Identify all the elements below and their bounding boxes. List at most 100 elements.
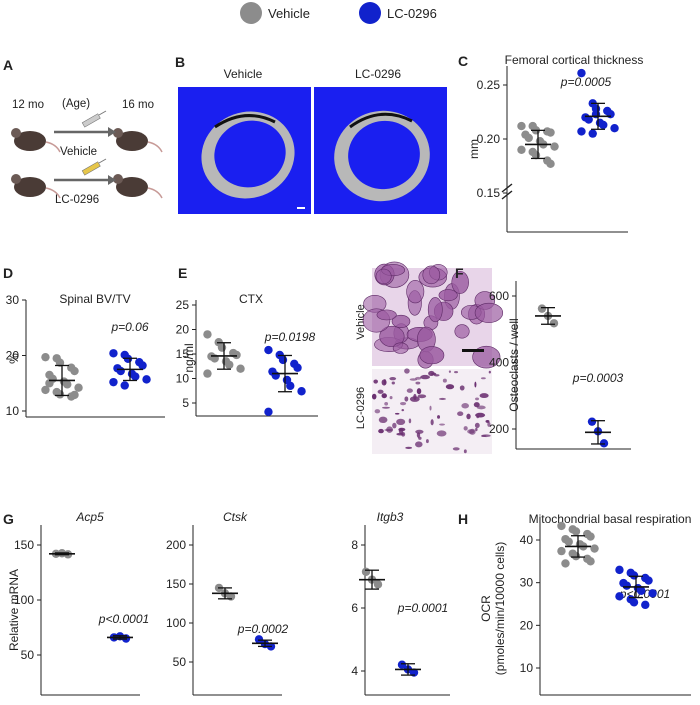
osteoclast-cell [404,368,410,374]
panel-letter: D [3,265,13,281]
data-point [293,363,302,372]
data-point [264,407,273,417]
osteoclast-cell [488,370,491,374]
chart-panel-g3: 4 6 8 Itgb3 p=0.0001 [351,510,450,696]
data-point [278,355,288,365]
data-point [622,581,631,590]
osteoclast-cell [474,302,504,323]
data-point [131,372,140,381]
data-point [74,383,83,392]
osteoclast-cell [374,409,381,414]
data-point [361,567,371,576]
legend-treated-marker [359,2,381,24]
osteoclast-cell [378,416,388,424]
microct-image-treated [314,87,447,214]
osteoclast-cell [438,289,458,302]
data-point [644,576,653,585]
p-value-label: p<0.0001 [98,612,149,626]
osteoclast-cell [436,430,447,437]
y-tick-label: 30 [6,293,20,307]
y-tick-label: 15 [176,347,190,361]
chart-title: Femoral cortical thickness [505,53,644,67]
osteoclast-cell [415,441,423,448]
data-point [41,385,50,395]
y-tick-label: 0.25 [477,78,501,92]
osteoclast-cell [381,406,391,409]
osteoclast-cell [419,346,445,365]
osteoclast-cell [389,377,397,381]
osteoclast-cell [405,446,413,450]
age-start-label: 12 mo [12,99,44,111]
axis-break-mark [501,183,513,193]
osteoclast-cell [479,393,489,399]
data-point [297,387,306,396]
data-point [629,598,639,607]
data-point [546,159,555,169]
osteoclast-cell [375,268,392,285]
data-point [641,600,650,610]
chart-panel-e: 5 10 15 20 25 CTX Eng/ml p=0.0198 [176,265,318,417]
osteoclast-cell [433,374,440,377]
chart-title: Spinal BV/TV [59,292,130,306]
osteoclast-cell [416,388,422,395]
chart-panel-f: 200 400 600 F Osteoclasts / well p=0.0003 [455,265,631,450]
osteoclast-cell [409,396,420,402]
osteoclast-cell [442,378,447,383]
data-point [571,527,581,536]
data-point [599,120,608,130]
arrow-icon [54,175,116,185]
legend-treated-label: LC-0296 [387,6,437,21]
data-point [116,366,125,376]
data-point [546,128,555,137]
schematic-vehicle-label: Vehicle [60,146,97,158]
osteoclast-cell [396,432,404,436]
y-axis-label: OCR [479,595,493,622]
osteoclast-cell [480,377,486,380]
chart-panel-d: 10 20 30 Spinal BV/TV D% p=0.06 [3,265,165,418]
osteoclast-cell [429,405,432,411]
y-tick-label: 25 [176,298,190,312]
panel-letter: H [458,511,468,527]
data-point [584,115,593,124]
osteoclast-cell [417,394,427,399]
data-point [561,559,570,568]
data-point [109,377,118,387]
y-tick-label: 8 [351,538,358,552]
syringe-icon [81,158,107,176]
axis-break-mark [501,190,513,200]
data-point [138,361,147,370]
data-point [217,343,227,352]
osteoclast-cell [466,413,471,420]
osteoclast-cell [437,415,441,419]
p-value-label: p=0.0001 [397,601,448,615]
y-axis-label: mm [467,139,481,159]
osteoclast-cell [438,397,446,400]
osteoclast-cell [378,428,384,434]
data-point [629,571,639,580]
y-tick-label: 5 [182,396,189,410]
micrograph-vehicle-label: Vehicle [355,304,367,339]
data-point [109,349,118,358]
panel-letter-b: B [175,54,185,70]
chart-title: Itgb3 [377,510,404,524]
osteoclast-cell [400,401,407,406]
micrograph-treated [371,368,492,454]
data-point [70,366,79,376]
osteoclast-cell [415,429,424,434]
osteoclast-cell [384,402,389,406]
panel-letter: F [455,265,464,281]
y-tick-label: 6 [351,601,358,615]
chart-title: Ctsk [223,510,248,524]
data-point [588,129,597,138]
panel-letter: E [178,265,187,281]
mouse-icon [113,174,163,199]
osteoclast-cell [445,384,455,390]
osteoclast-cell [422,265,441,285]
osteoclast-cell [474,381,477,388]
osteoclast-cell [392,342,409,354]
microct-image-vehicle [178,87,311,214]
data-point [142,375,151,384]
data-point [549,319,559,328]
panel-letter-a: A [3,57,13,73]
y-tick-label: 200 [489,422,509,436]
